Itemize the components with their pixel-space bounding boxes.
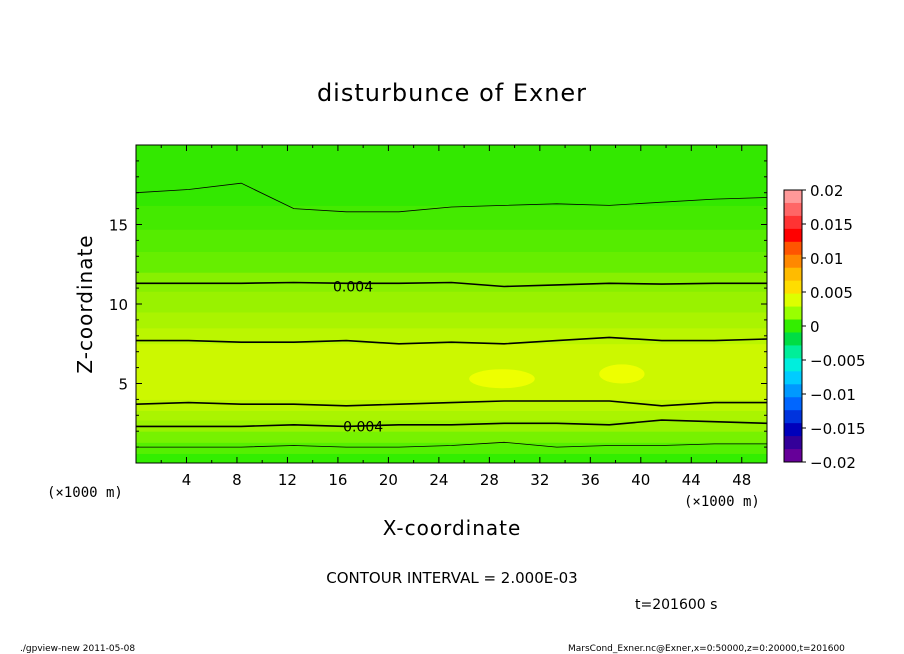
contour-line bbox=[136, 336, 768, 345]
footer-right: MarsCond_Exner.nc@Exner,x=0:50000,z=0:20… bbox=[568, 644, 845, 654]
colorbar-segment bbox=[784, 190, 802, 204]
colorbar-segment bbox=[784, 267, 802, 282]
contour-line bbox=[135, 182, 768, 213]
time-label: t=201600 s bbox=[635, 597, 717, 613]
colorbar-label: 0.005 bbox=[810, 284, 853, 302]
x-tick-label: 32 bbox=[530, 471, 549, 489]
color-band bbox=[136, 410, 767, 421]
colorbar-segment bbox=[784, 449, 802, 463]
x-tick-label: 4 bbox=[182, 471, 192, 489]
colorbar-label: 0.02 bbox=[810, 182, 843, 200]
color-band bbox=[136, 205, 767, 230]
x-tick-label: 40 bbox=[631, 471, 650, 489]
colorbar-segment bbox=[784, 332, 802, 346]
colorbar-segment bbox=[784, 423, 802, 437]
footer-left: ./gpview-new 2011-05-08 bbox=[20, 644, 135, 654]
contour-line bbox=[136, 419, 768, 428]
chart-title: disturbunce of Exner bbox=[317, 79, 587, 107]
colorbar-segment bbox=[784, 436, 802, 450]
colorbar-label: −0.02 bbox=[810, 454, 856, 472]
colorbar-segment bbox=[784, 254, 802, 269]
contour-interval: CONTOUR INTERVAL = 2.000E-03 bbox=[326, 569, 577, 587]
x-tick-label: 48 bbox=[732, 471, 751, 489]
colorbar-label: −0.015 bbox=[810, 420, 866, 438]
color-band bbox=[136, 251, 767, 273]
x-tick-label: 44 bbox=[682, 471, 701, 489]
color-band bbox=[136, 431, 767, 443]
contour-line bbox=[136, 441, 767, 448]
colorbar-segment bbox=[784, 228, 802, 243]
colorbar-label: 0.015 bbox=[810, 216, 853, 234]
colorbar: 0.02 0.015 0.01 0.005 0 −0.005 −0.01 −0.015 −0.0… bbox=[783, 182, 866, 472]
y-tick-label: 10 bbox=[109, 296, 128, 314]
color-band bbox=[136, 327, 767, 345]
colorbar-segment bbox=[784, 358, 802, 372]
y-tick-label: 5 bbox=[118, 376, 128, 394]
x-unit-left: (×1000 m) bbox=[47, 485, 123, 501]
contour-line bbox=[135, 400, 767, 407]
x-tick-label: 12 bbox=[278, 471, 297, 489]
colorbar-segment bbox=[784, 215, 802, 230]
x-tick-label: 24 bbox=[429, 471, 448, 489]
colorbar-segment bbox=[784, 384, 802, 398]
colorbar-segment bbox=[784, 280, 802, 295]
x-tick-label: 28 bbox=[480, 471, 499, 489]
color-band bbox=[136, 229, 767, 253]
colorbar-segment bbox=[784, 371, 802, 385]
color-band bbox=[136, 420, 767, 432]
color-band bbox=[136, 453, 767, 464]
colorbar-segment bbox=[784, 410, 802, 424]
colorbar-label: −0.005 bbox=[810, 352, 866, 370]
x-unit-right: (×1000 m) bbox=[684, 494, 760, 510]
contour-label: 0.004 bbox=[333, 280, 373, 296]
colorbar-segment bbox=[784, 306, 802, 321]
colorbar-segment bbox=[784, 345, 802, 359]
x-tick-label: 36 bbox=[581, 471, 600, 489]
colorbar-segment bbox=[784, 241, 802, 256]
y-tick-label: 15 bbox=[109, 217, 128, 235]
value-maximum bbox=[469, 369, 535, 389]
color-band bbox=[136, 291, 767, 313]
colorbar-label: 0 bbox=[810, 318, 820, 336]
color-band bbox=[136, 442, 767, 454]
y-axis-label: Z-coordinate bbox=[73, 234, 97, 373]
color-band bbox=[136, 145, 767, 206]
value-maximum bbox=[599, 364, 645, 384]
colorbar-segment bbox=[784, 202, 802, 217]
contour-label: 0.004 bbox=[343, 419, 383, 435]
x-tick-label: 8 bbox=[232, 471, 242, 489]
color-band bbox=[136, 311, 767, 329]
colorbar-segment bbox=[784, 319, 802, 333]
colorbar-label: −0.01 bbox=[810, 386, 856, 404]
color-band bbox=[136, 399, 767, 412]
contour-line bbox=[136, 281, 767, 288]
x-axis-label: X-coordinate bbox=[383, 516, 522, 540]
colorbar-segment bbox=[784, 293, 802, 308]
x-tick-label: 20 bbox=[379, 471, 398, 489]
colorbar-label: 0.01 bbox=[810, 250, 843, 268]
color-band bbox=[136, 343, 767, 400]
colorbar-segment bbox=[784, 397, 802, 411]
x-tick-label: 16 bbox=[328, 471, 347, 489]
